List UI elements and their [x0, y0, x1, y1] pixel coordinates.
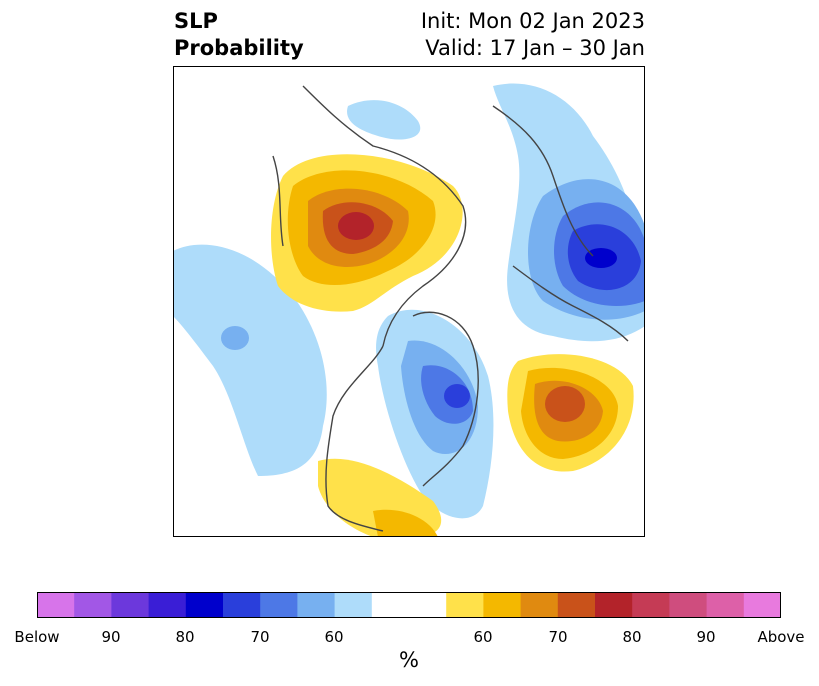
below-normal-core	[221, 326, 249, 350]
below-normal-core	[585, 248, 617, 268]
colorbar-segment	[632, 592, 670, 618]
colorbar-segment	[74, 592, 112, 618]
colorbar-tick-label: 70	[548, 628, 568, 646]
colorbar-unit: %	[399, 648, 419, 672]
colorbar-tick-label: 70	[250, 628, 270, 646]
colorbar-segment	[595, 592, 633, 618]
init-date: Init: Mon 02 Jan 2023	[420, 9, 645, 33]
colorbar	[37, 592, 781, 618]
colorbar-segment	[520, 592, 559, 618]
colorbar-segment	[706, 592, 745, 618]
probability-map	[173, 66, 645, 537]
colorbar-segment	[37, 592, 75, 618]
colorbar-segment	[111, 592, 150, 618]
colorbar-segment	[669, 592, 708, 618]
colorbar-tick-label: 90	[101, 628, 121, 646]
above-normal-core	[545, 386, 585, 422]
colorbar-segment	[223, 592, 261, 618]
chart-title-right: Init: Mon 02 Jan 2023 Valid: 17 Jan – 30…	[421, 8, 645, 62]
below-normal-region	[173, 244, 327, 476]
title-field: Probability	[174, 36, 304, 60]
colorbar-segment	[557, 592, 596, 618]
chart-title-left: SLP Probability	[174, 8, 304, 62]
colorbar-segment	[371, 592, 447, 618]
coastlines	[272, 85, 629, 532]
colorbar-tick-label: 80	[622, 628, 642, 646]
colorbar-segment	[185, 592, 224, 618]
colorbar-segment	[260, 592, 298, 618]
valid-range: Valid: 17 Jan – 30 Jan	[425, 36, 645, 60]
colorbar-border	[37, 592, 781, 618]
colorbar-tick-label: 80	[175, 628, 195, 646]
below-normal-core	[444, 384, 470, 408]
colorbar-tick-label: 90	[696, 628, 716, 646]
colorbar-segment	[297, 592, 336, 618]
above-normal-region	[373, 509, 438, 537]
above-normal-core	[338, 212, 374, 240]
colorbar-segment	[334, 592, 373, 618]
colorbar-segment	[446, 592, 484, 618]
colorbar-segment	[483, 592, 522, 618]
colorbar-segment	[743, 592, 781, 618]
colorbar-tick-label: 60	[324, 628, 344, 646]
colorbar-tick-label: Above	[757, 628, 805, 646]
below-normal-region	[347, 100, 421, 140]
colorbar-segment	[148, 592, 187, 618]
title-variable: SLP	[174, 9, 218, 33]
colorbar-tick-label: Below	[14, 628, 60, 646]
colorbar-tick-label: 60	[473, 628, 493, 646]
